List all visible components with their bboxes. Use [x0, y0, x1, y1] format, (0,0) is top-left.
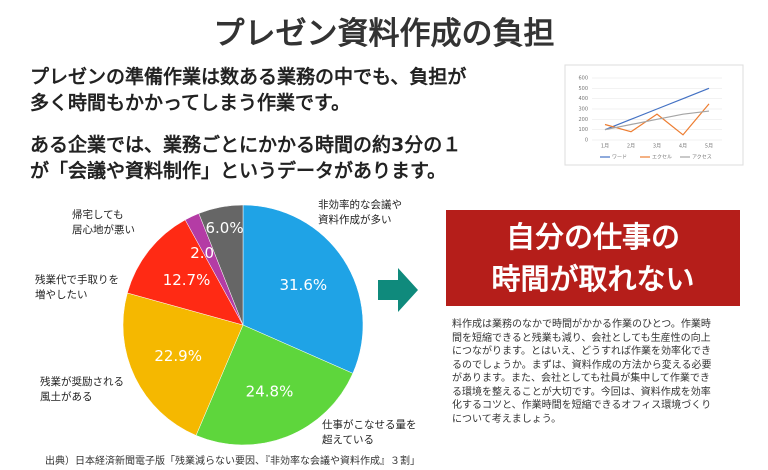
- arrow: [378, 268, 418, 312]
- x-tick-label: 5月: [705, 144, 713, 150]
- pie-slice: [198, 204, 244, 326]
- body-text: 料作成は業務のなかで時間がかかる作業のひとつ。作業時 間を短縮できると残業も減り…: [452, 319, 712, 425]
- legend-label: ワード: [612, 155, 627, 161]
- line-series: [604, 87, 710, 131]
- pie-slice: [195, 324, 354, 446]
- x-tick-label: 2月: [627, 144, 635, 150]
- value-label: 12.7%: [163, 271, 211, 289]
- value-label: 24.8%: [246, 382, 294, 400]
- legend-label: エクセル: [652, 155, 672, 161]
- y-tick-label: 400: [578, 96, 588, 102]
- category-label: 残業代で手取りを 増やしたい: [35, 274, 119, 301]
- thumbnail-frame: [564, 64, 744, 166]
- value-label: 22.9%: [154, 347, 202, 365]
- value-label: 6.0%: [206, 219, 244, 237]
- category-label: 帰宅しても 居心地が悪い: [72, 209, 135, 236]
- x-tick-label: 4月: [679, 144, 687, 150]
- x-tick-label: 1月: [601, 144, 609, 150]
- title: プレゼン資料作成の負担: [213, 16, 555, 52]
- line-series: [604, 110, 710, 131]
- category-label: 非効率的な会議や 資料作成が多い: [318, 199, 402, 226]
- banner-box: [446, 210, 740, 306]
- pie-slice: [242, 204, 364, 374]
- pie-slice: [127, 219, 244, 326]
- y-tick-label: 600: [578, 76, 588, 82]
- value-label: 31.6%: [279, 276, 327, 294]
- lead: ある企業では、業務ごとにかかる時間の約3分の１ が「会議や資料制作」というデータ…: [30, 134, 462, 182]
- x-tick-label: 3月: [653, 144, 661, 150]
- lead: プレゼンの準備作業は数ある業務の中でも、負担が 多く時間もかかってしまう作業です…: [30, 66, 467, 114]
- y-tick-label: 100: [578, 127, 588, 133]
- pie-slice: [122, 292, 244, 436]
- y-tick-label: 300: [578, 107, 588, 113]
- y-tick-label: 200: [578, 117, 588, 123]
- legend-label: アクセス: [692, 155, 712, 161]
- category-label: 仕事がこなせる量を 超えている: [322, 419, 417, 446]
- y-tick-label: 500: [578, 86, 588, 92]
- banner-text: 自分の仕事の 時間が取れない: [491, 220, 695, 296]
- line-series: [604, 103, 710, 136]
- source: 出典）日本経済新聞電子版「残業減らない要因、『非効率な会議や資料作成』３割」: [45, 456, 420, 467]
- y-tick-label: 0: [585, 138, 588, 144]
- category-label: 残業が奨励される 風土がある: [40, 376, 124, 403]
